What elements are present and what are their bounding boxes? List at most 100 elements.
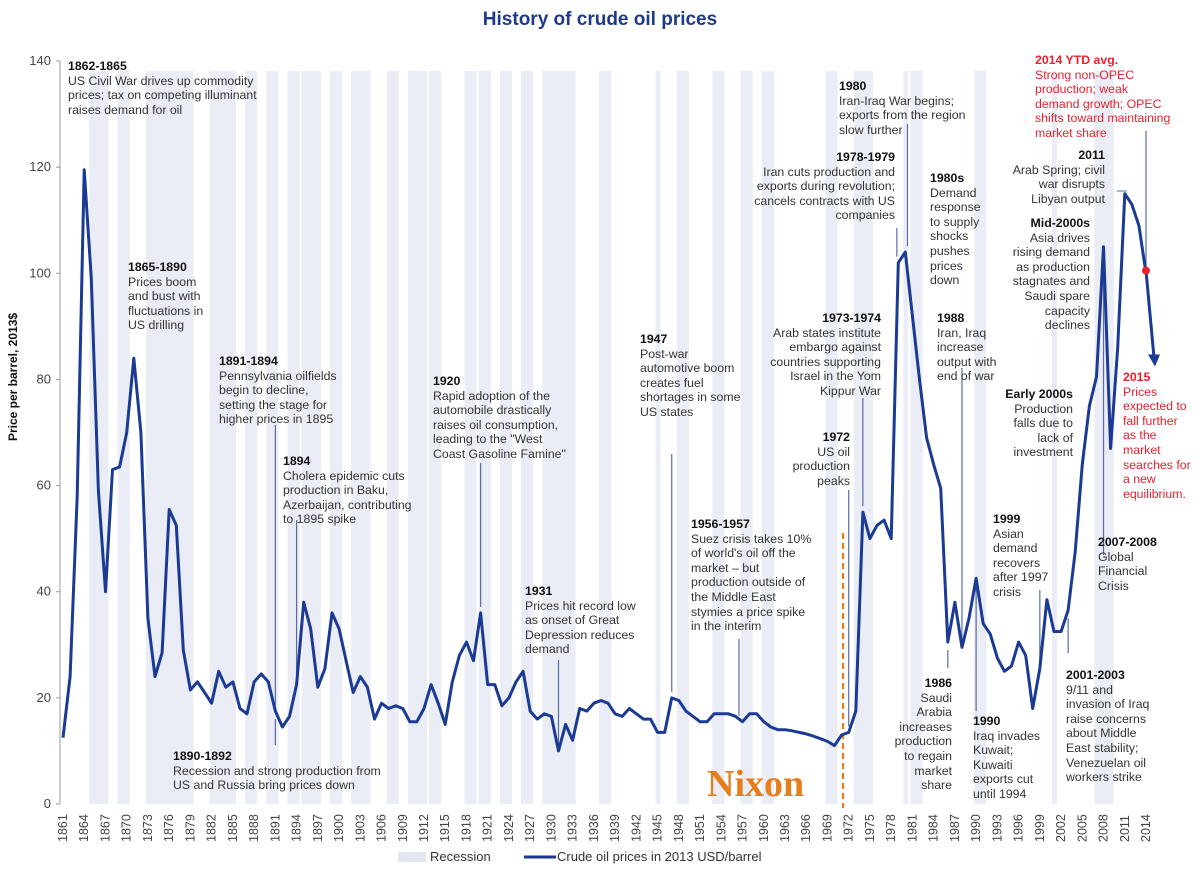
- recession-band: [145, 71, 194, 804]
- x-tick-label: 1882: [205, 814, 219, 842]
- annotation-1973-1974: 1973-1974 Arab states institute embargo a…: [770, 311, 881, 399]
- annotation-heading: 1988: [937, 311, 965, 325]
- chart-title: History of crude oil prices: [482, 9, 718, 30]
- annotation-text: Strong non-OPEC production; weak demand …: [1035, 67, 1171, 140]
- annotation-text: Recession and strong production from US …: [173, 763, 381, 793]
- x-tick-label: 1867: [98, 814, 112, 842]
- y-tick-label: 140: [29, 53, 51, 68]
- annotation-heading: 1865-1890: [128, 260, 187, 274]
- annotation-text: Pennsylvania oilfields begin to decline,…: [219, 368, 337, 427]
- x-tick-label: 1894: [290, 814, 304, 842]
- annotation-heading: 1862-1865: [68, 59, 127, 73]
- recession-band: [351, 71, 371, 804]
- recession-band: [117, 71, 130, 804]
- recession-band: [825, 71, 838, 804]
- x-tick-label: 2002: [1054, 814, 1068, 842]
- annotation-heading: 1978-1979: [836, 150, 895, 164]
- annotation-heading: 1894: [283, 454, 311, 468]
- annotation-1947: 1947 Post-war automotive boom creates fue…: [640, 332, 740, 420]
- x-tick-label: 1915: [438, 814, 452, 842]
- x-tick-label: 1924: [502, 814, 516, 842]
- recession-band: [245, 71, 258, 804]
- annotation-heading: 2007-2008: [1098, 535, 1157, 549]
- x-tick-label: 1996: [1012, 814, 1026, 842]
- annotation-heading: 1980: [839, 79, 867, 93]
- x-tick-label: 1909: [396, 814, 410, 842]
- recession-band: [464, 71, 477, 804]
- x-tick-label: 1963: [778, 814, 792, 842]
- annotation-1920: 1920 Rapid adoption of the automobile dra…: [433, 374, 566, 462]
- recession-band: [329, 71, 343, 804]
- annotation-1980s: 1980s Demand response to supply shocks pu…: [930, 171, 981, 288]
- annotation-1988: 1988 Iran, Iraq increase output with end …: [937, 311, 996, 384]
- annotation-text: US Civil War drives up commodity prices;…: [68, 73, 257, 117]
- annotation-text: Asia drives rising demand as production …: [1012, 230, 1090, 333]
- annotation-heading: 2011: [1078, 148, 1105, 162]
- recession-band: [521, 71, 534, 804]
- x-tick-label: 1948: [672, 814, 686, 842]
- x-tick-label: 1918: [459, 814, 473, 842]
- annotation-heading: 1890-1892: [173, 749, 232, 763]
- annotation-heading: Early 2000s: [1005, 387, 1073, 401]
- x-tick-label: 1987: [948, 814, 962, 842]
- x-tick-label: 1957: [736, 814, 750, 842]
- x-tick-label: 1954: [714, 814, 728, 842]
- annotation-heading: 1891-1894: [219, 354, 278, 368]
- x-tick-label: 1969: [820, 814, 834, 842]
- annotation-text: Iran cuts production and exports during …: [754, 164, 895, 223]
- x-tick-label: 1927: [523, 814, 537, 842]
- x-tick-label: 1933: [566, 814, 580, 842]
- annotation-1990: 1990 Iraq invades Kuwait; Kuwaiti exports…: [973, 714, 1040, 802]
- annotation-text: Suez crisis takes 10% of world's oil off…: [691, 531, 812, 634]
- annotation-2007-2008: 2007-2008 Global Financial Crisis: [1098, 535, 1157, 593]
- annotation-1862-1865: 1862-1865 US Civil War drives up commodit…: [68, 59, 257, 117]
- annotation-1894: 1894 Cholera epidemic cuts production in …: [283, 454, 412, 527]
- x-tick-label: 1984: [927, 814, 941, 842]
- recession-band: [89, 71, 109, 804]
- annotation-text: Asian demand recovers after 1997 crisis: [993, 526, 1049, 599]
- annotation-text: Arab Spring; civil war disrupts Libyan o…: [1012, 162, 1105, 206]
- y-tick-label: 40: [37, 584, 51, 599]
- x-tick-label: 1900: [332, 814, 346, 842]
- x-tick-label: 1975: [863, 814, 877, 842]
- x-tick-label: 1921: [481, 814, 495, 842]
- annotation-2001-2003: 2001-2003 9/11 and invasion of Iraq raise…: [1066, 668, 1149, 785]
- recession-band: [386, 71, 399, 804]
- x-tick-label: 1960: [757, 814, 771, 842]
- legend-recession-swatch: [398, 852, 426, 862]
- recession-band: [740, 71, 753, 804]
- x-tick-label: 1876: [162, 814, 176, 842]
- annotation-text: US oil production peaks: [792, 444, 850, 488]
- legend-price-label: Crude oil prices in 2013 USD/barrel: [557, 849, 762, 864]
- y-tick-label: 20: [37, 690, 51, 705]
- recession-band: [499, 71, 513, 804]
- annotation-2014-ytd: 2014 YTD avg. Strong non-OPEC production;…: [1035, 53, 1170, 141]
- y-tick-label: 120: [29, 159, 51, 174]
- x-tick-label: 1990: [969, 814, 983, 842]
- annotation-2015: 2015 Prices expected to fall further as t…: [1123, 370, 1191, 501]
- annotation-1978-1979: 1978-1979 Iran cuts production and export…: [754, 150, 895, 223]
- x-tick-label: 1942: [629, 814, 643, 842]
- recession-band: [761, 71, 774, 804]
- annotation-heading: 2015: [1123, 370, 1151, 384]
- annotation-heading: 1986: [924, 676, 952, 690]
- legend-recession-label: Recession: [430, 849, 491, 864]
- annotation-heading: 1973-1974: [822, 311, 881, 325]
- x-tick-label: 1873: [141, 814, 155, 842]
- annotation-1986: 1986 Saudi Arabia increases production to…: [895, 676, 952, 793]
- annotation-text: Rapid adoption of the automobile drastic…: [433, 388, 566, 461]
- price-line: [61, 168, 1148, 753]
- annotation-heading: 1920: [433, 374, 461, 388]
- x-tick-label: 1930: [544, 814, 558, 842]
- x-tick-label: 1903: [353, 814, 367, 842]
- annotation-text: Global Financial Crisis: [1098, 549, 1148, 593]
- x-tick-label: 1906: [375, 814, 389, 842]
- annotation-text: Iraq invades Kuwait; Kuwaiti exports cut…: [973, 728, 1040, 801]
- ytd-avg-marker: [1142, 266, 1150, 275]
- annotation-text: Prices hit record low as onset of Great …: [525, 598, 636, 657]
- annotation-heading: 1990: [973, 714, 1001, 728]
- annotation-early-2000s: Early 2000s Production falls due to lack …: [1005, 387, 1073, 460]
- annotation-1865-1890: 1865-1890 Prices boom and bust with fluct…: [128, 260, 203, 333]
- y-tick-label: 0: [44, 796, 51, 811]
- x-tick-label: 1861: [56, 814, 70, 842]
